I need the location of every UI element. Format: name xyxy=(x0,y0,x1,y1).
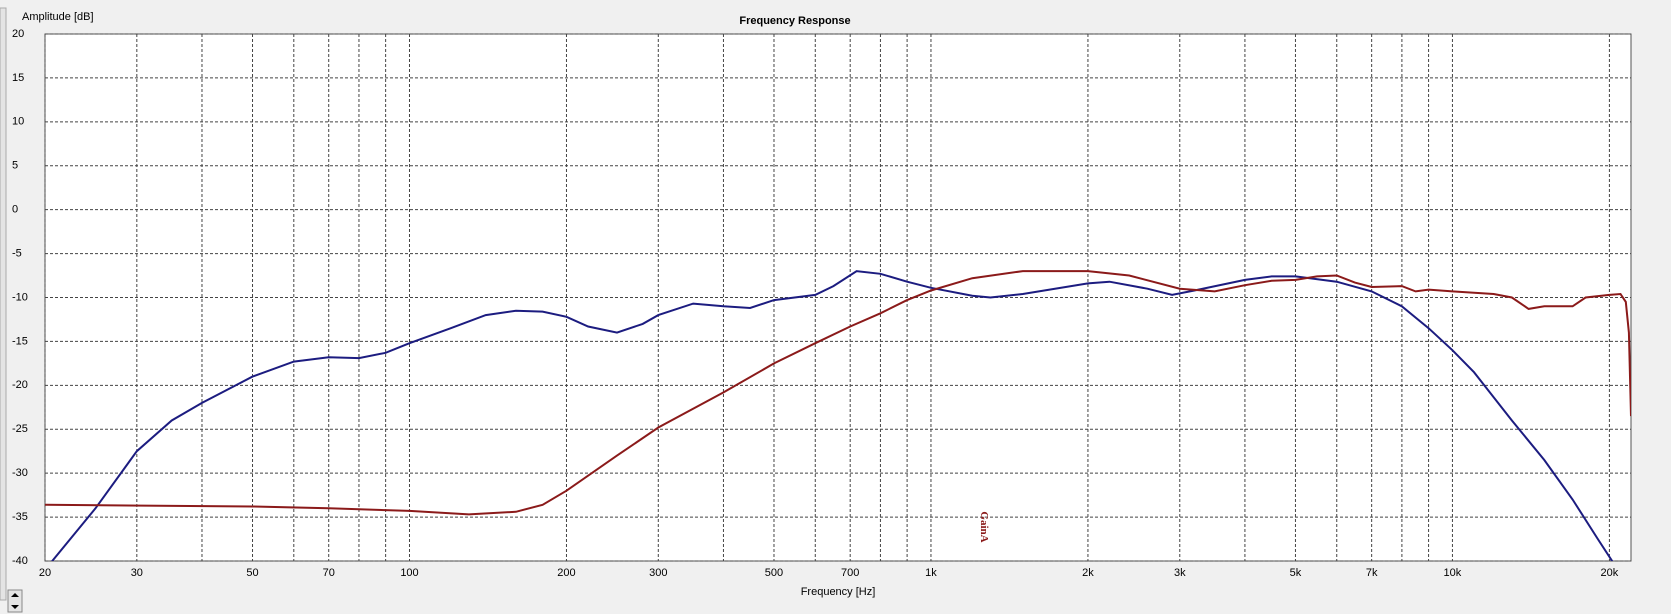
x-axis-label: Frequency [Hz] xyxy=(801,586,876,598)
x-tick-label: 50 xyxy=(246,567,258,579)
x-tick-label: 70 xyxy=(323,567,335,579)
scroll-arrows xyxy=(11,593,19,609)
series-line xyxy=(45,270,1631,516)
x-tick-label: 10k xyxy=(1444,567,1462,579)
y-tick-label: -35 xyxy=(12,511,28,523)
y-tick-label: 15 xyxy=(12,72,24,84)
x-tick-label: 700 xyxy=(841,567,859,579)
y-tick-label: -15 xyxy=(12,335,28,347)
series-group xyxy=(45,270,1631,561)
grid xyxy=(44,33,1631,562)
x-tick-label: 200 xyxy=(557,567,575,579)
x-tick-label: 100 xyxy=(400,567,418,579)
y-tick-label: -5 xyxy=(12,247,22,259)
x-tick-label: 7k xyxy=(1366,567,1378,579)
x-tick-label: 20 xyxy=(39,567,51,579)
y-tick-label: 20 xyxy=(12,28,24,40)
y-tick-label: -30 xyxy=(12,467,28,479)
y-tick-label: -25 xyxy=(12,423,28,435)
y-tick-label: 10 xyxy=(12,116,24,128)
y-tick-label: -40 xyxy=(12,555,28,567)
y-tick-label: 5 xyxy=(12,160,18,172)
y-tick-label: -20 xyxy=(12,379,28,391)
y-tick-label: 0 xyxy=(12,204,18,216)
x-tick-label: 20k xyxy=(1601,567,1619,579)
x-tick-label: 1k xyxy=(925,567,937,579)
x-tick-label: 300 xyxy=(649,567,667,579)
y-tick-label: -10 xyxy=(12,291,28,303)
scroll-buttons[interactable] xyxy=(7,589,23,613)
side-scrollbar[interactable] xyxy=(0,7,7,601)
x-tick-label: 3k xyxy=(1174,567,1186,579)
y-axis-label: Amplitude [dB] xyxy=(22,11,94,23)
x-tick-label: 2k xyxy=(1082,567,1094,579)
annotation-marker: GainA xyxy=(978,511,990,542)
series-line xyxy=(50,270,1614,561)
x-tick-label: 30 xyxy=(131,567,143,579)
x-tick-label: 5k xyxy=(1290,567,1302,579)
x-tick-label: 500 xyxy=(765,567,783,579)
chart-title: Frequency Response xyxy=(739,15,850,27)
